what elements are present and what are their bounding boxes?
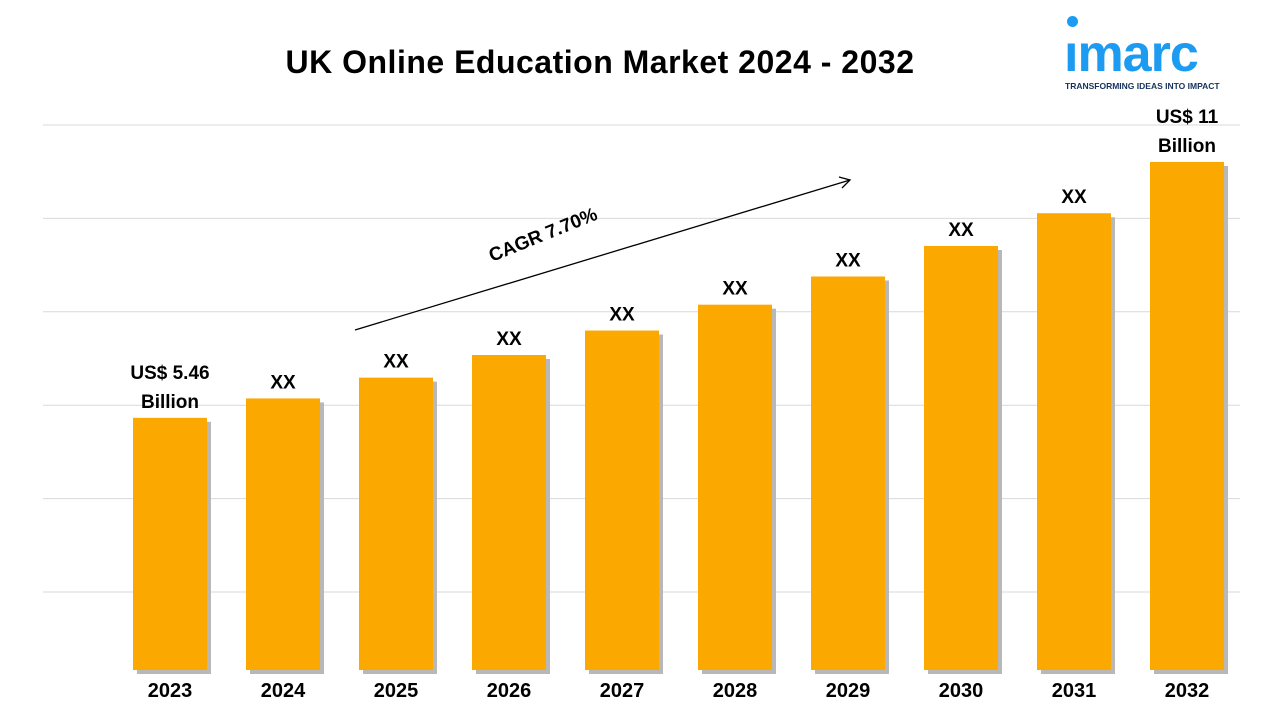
cagr-annotation: CAGR 7.70% <box>354 176 852 331</box>
data-label-2029: XX <box>835 250 861 271</box>
data-label-2023: US$ 5.46 Billion <box>130 363 209 413</box>
x-tick-2026: 2026 <box>487 680 532 702</box>
bar-2024 <box>246 398 320 670</box>
x-tick-2024: 2024 <box>261 680 306 702</box>
bar-2028 <box>698 304 772 670</box>
x-tick-2032: 2032 <box>1165 680 1210 702</box>
bar-2025 <box>359 377 433 670</box>
bar-2030 <box>924 246 998 670</box>
cagr-arrow-head-icon <box>838 176 852 189</box>
x-tick-2030: 2030 <box>939 680 984 702</box>
bar-2026 <box>472 355 546 670</box>
imarc-logo: ımarc TRANSFORMING IDEAS INTO IMPACT <box>1064 14 1246 98</box>
x-tick-2023: 2023 <box>148 680 193 702</box>
cagr-label: CAGR 7.70% <box>486 204 601 267</box>
x-tick-2025: 2025 <box>374 680 419 702</box>
data-label-2030: XX <box>948 220 974 241</box>
bar-2023 <box>133 417 207 670</box>
data-label-2032: US$ 11 Billion <box>1156 107 1219 157</box>
data-labels: US$ 5.46 Billion XX XX XX XX XX XX XX XX US$ 11 Bil… <box>130 107 1218 413</box>
x-axis-ticks: 2023 2024 2025 2026 2027 2028 2029 2030 2031 2032 <box>148 680 1210 702</box>
data-label-2027: XX <box>609 305 635 326</box>
logo-tagline: TRANSFORMING IDEAS INTO IMPACT <box>1065 81 1220 91</box>
data-label-2028: XX <box>722 279 748 300</box>
x-tick-2027: 2027 <box>600 680 645 702</box>
x-tick-2029: 2029 <box>826 680 871 702</box>
data-label-2031: XX <box>1061 187 1087 208</box>
data-label-2025: XX <box>383 352 409 373</box>
cagr-arrow-line <box>354 179 851 331</box>
bar-2029 <box>811 276 885 670</box>
logo-wordmark: ımarc <box>1064 25 1199 83</box>
chart-title: UK Online Education Market 2024 - 2032 <box>285 44 915 80</box>
data-label-2026: XX <box>496 329 522 350</box>
bar-2027 <box>585 330 659 670</box>
bar-2032 <box>1150 161 1224 670</box>
data-label-2024: XX <box>270 372 296 393</box>
bar-2031 <box>1037 213 1111 670</box>
x-tick-2031: 2031 <box>1052 680 1097 702</box>
bars <box>133 161 1228 674</box>
logo-dot-icon <box>1067 16 1078 27</box>
x-tick-2028: 2028 <box>713 680 758 702</box>
